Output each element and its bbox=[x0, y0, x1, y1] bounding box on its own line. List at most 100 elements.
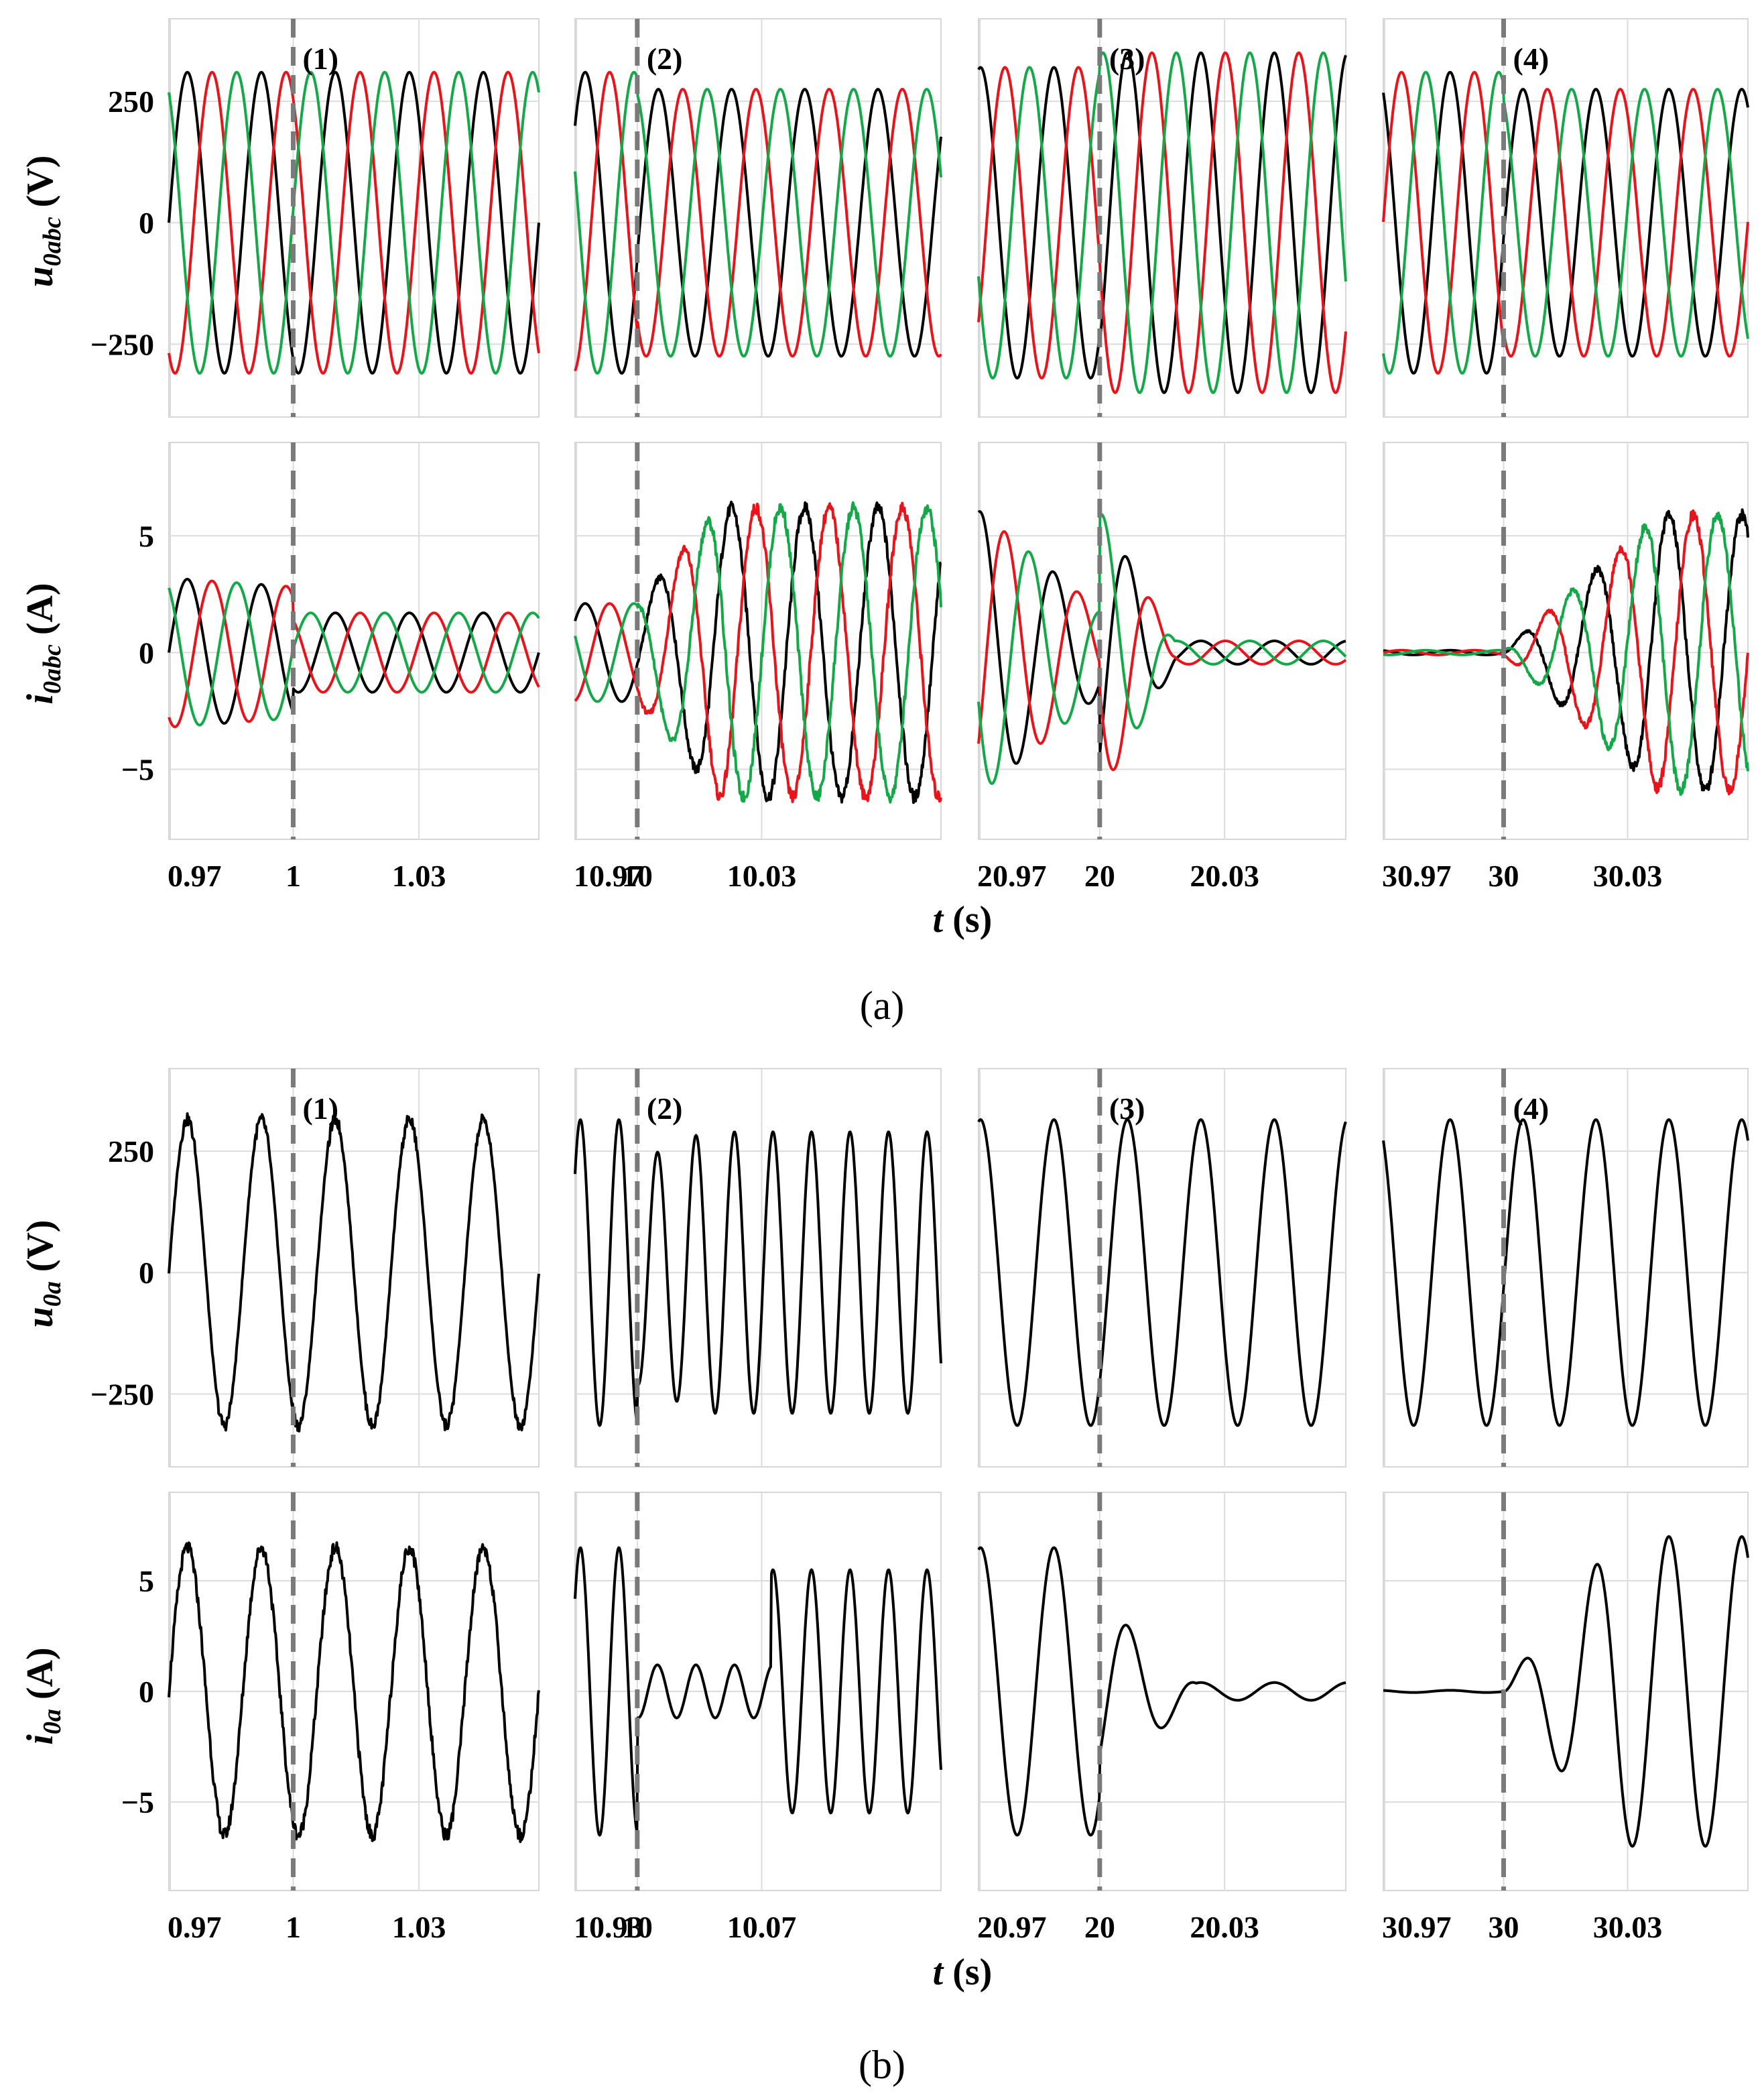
x-tick-label: 30.97 bbox=[1382, 1910, 1452, 1944]
panel-frame bbox=[978, 1068, 1346, 1467]
panel-b-r0-c1: (2) bbox=[574, 1068, 942, 1467]
trace-phase-c bbox=[1383, 512, 1749, 796]
trace-phase-c bbox=[1382, 70, 1749, 375]
x-tick-label: 0.97 bbox=[168, 1910, 222, 1944]
x-tick-label: 30 bbox=[1489, 859, 1519, 893]
x-tick-label: 10 bbox=[622, 859, 653, 893]
x-tick-label: 0.97 bbox=[168, 859, 222, 893]
event-label: (3) bbox=[1109, 42, 1145, 76]
x-tick-label: 10.97 bbox=[574, 859, 643, 893]
y-tick-label: 250 bbox=[108, 84, 154, 119]
x-tick-label: 1 bbox=[286, 859, 301, 893]
panel-b-r1-c2: 20.97 20 20.03 bbox=[977, 1492, 1346, 1944]
trace-phase-a bbox=[168, 577, 540, 725]
trace-phase-c bbox=[574, 70, 942, 375]
panel-a-r1-c3: 30.97 30 30.03 bbox=[1382, 442, 1749, 893]
trace-phase-c bbox=[574, 501, 942, 804]
trace-phase-a bbox=[977, 51, 1347, 394]
y-tick-label: 0 bbox=[139, 1256, 154, 1290]
y-tick-label: −5 bbox=[121, 1785, 154, 1819]
y-tick-label: 5 bbox=[139, 1564, 154, 1598]
trace-phase-b bbox=[1382, 70, 1749, 375]
event-label: (4) bbox=[1513, 42, 1550, 76]
y-tick-label: −250 bbox=[90, 1377, 154, 1411]
panel-frame bbox=[168, 442, 540, 840]
panel-b-r1-c0: 5 0 −5 0.97 1 1.03 bbox=[121, 1492, 540, 1944]
x-tick-label: 30.03 bbox=[1593, 859, 1663, 893]
y-tick-label: −250 bbox=[90, 327, 154, 361]
trace-phase-a bbox=[574, 1546, 942, 1837]
trace-phase-c bbox=[977, 513, 1347, 785]
panel-a-r0-c1: (2) bbox=[574, 18, 942, 418]
event-label: (1) bbox=[302, 42, 338, 76]
x-tick-label: 30.03 bbox=[1593, 1910, 1663, 1944]
event-label: (3) bbox=[1109, 1091, 1145, 1126]
x-tick-label: 30.97 bbox=[1382, 859, 1452, 893]
trace-phase-b bbox=[574, 70, 942, 371]
panel-a-r1-c2: 20.97 20 20.03 bbox=[977, 442, 1347, 893]
x-label-a: t (s) bbox=[933, 899, 993, 941]
y-tick-label: 0 bbox=[139, 636, 154, 670]
x-tick-label: 10.93 bbox=[574, 1910, 643, 1944]
x-tick-label: 20 bbox=[1084, 859, 1115, 893]
panel-frame bbox=[978, 18, 1346, 418]
panel-b-r1-c3: 30.97 30 30.03 bbox=[1382, 1492, 1749, 1944]
trace-phase-a bbox=[977, 1118, 1347, 1427]
y-label-u0abc: u0abc (V) bbox=[19, 156, 66, 288]
trace-phase-b bbox=[168, 579, 540, 729]
trace-phase-c bbox=[977, 51, 1347, 394]
trace-phase-a bbox=[168, 1112, 540, 1433]
trace-phase-a bbox=[168, 1541, 540, 1844]
panel-frame bbox=[1383, 442, 1749, 840]
trace-phase-a bbox=[1382, 1118, 1749, 1427]
panel-frame bbox=[574, 1068, 942, 1467]
x-tick-label: 10.03 bbox=[727, 859, 797, 893]
x-label-b: t (s) bbox=[933, 1952, 993, 1993]
panel-a-r0-c2: (3) bbox=[977, 18, 1347, 418]
event-label: (2) bbox=[647, 1091, 683, 1126]
trace-phase-b bbox=[977, 51, 1347, 394]
y-tick-label: −5 bbox=[121, 753, 154, 787]
x-tick-label: 20 bbox=[1084, 1910, 1115, 1944]
trace-phase-c bbox=[168, 70, 540, 375]
trace-phase-a bbox=[1383, 1535, 1749, 1848]
caption-b: (b) bbox=[859, 2043, 905, 2087]
x-tick-label: 20.97 bbox=[977, 1910, 1047, 1944]
caption-a: (a) bbox=[860, 983, 905, 1028]
panel-b-r0-c3: (4) bbox=[1382, 1068, 1749, 1467]
event-label: (2) bbox=[647, 42, 683, 76]
x-tick-label: 10 bbox=[622, 1910, 653, 1944]
trace-phase-a bbox=[1382, 70, 1749, 375]
y-tick-label: 5 bbox=[139, 519, 154, 553]
x-tick-label: 1 bbox=[286, 1910, 301, 1944]
x-tick-label: 1.03 bbox=[392, 859, 446, 893]
trace-phase-a bbox=[1383, 508, 1749, 792]
trace-phase-a bbox=[977, 510, 1346, 765]
panel-a-r0-c0: 250 0 −250 (1) bbox=[90, 18, 540, 418]
x-tick-label: 20.03 bbox=[1190, 859, 1259, 893]
panels-layer: 250 0 −250 (1) 250 0 −250 (1) (2) (2) (3) (3) (4) (4)… bbox=[90, 18, 1749, 1944]
trace-phase-b bbox=[977, 530, 1347, 772]
trace-phase-b bbox=[168, 70, 540, 375]
x-tick-label: 1.03 bbox=[392, 1910, 446, 1944]
panel-b-r0-c0: 250 0 −250 (1) bbox=[90, 1068, 540, 1467]
y-label-u0a: u0a (V) bbox=[19, 1220, 66, 1328]
panel-a-r0-c3: (4) bbox=[1382, 18, 1749, 418]
event-label: (1) bbox=[302, 1091, 338, 1126]
trace-phase-b bbox=[1383, 509, 1749, 796]
trace-phase-c bbox=[168, 581, 540, 727]
x-tick-label: 10.07 bbox=[727, 1910, 797, 1944]
panel-b-r0-c2: (3) bbox=[977, 1068, 1347, 1467]
x-tick-label: 30 bbox=[1489, 1910, 1519, 1944]
y-tick-label: 0 bbox=[139, 1675, 154, 1709]
panel-a-r1-c0: 5 0 −5 0.97 1 1.03 bbox=[121, 442, 540, 893]
event-label: (4) bbox=[1513, 1091, 1550, 1126]
x-tick-label: 20.97 bbox=[977, 859, 1047, 893]
trace-phase-a bbox=[168, 70, 540, 375]
y-label-i0abc: i0abc (A) bbox=[19, 583, 66, 704]
trace-phase-a bbox=[977, 1546, 1346, 1837]
y-tick-label: 0 bbox=[139, 206, 154, 240]
